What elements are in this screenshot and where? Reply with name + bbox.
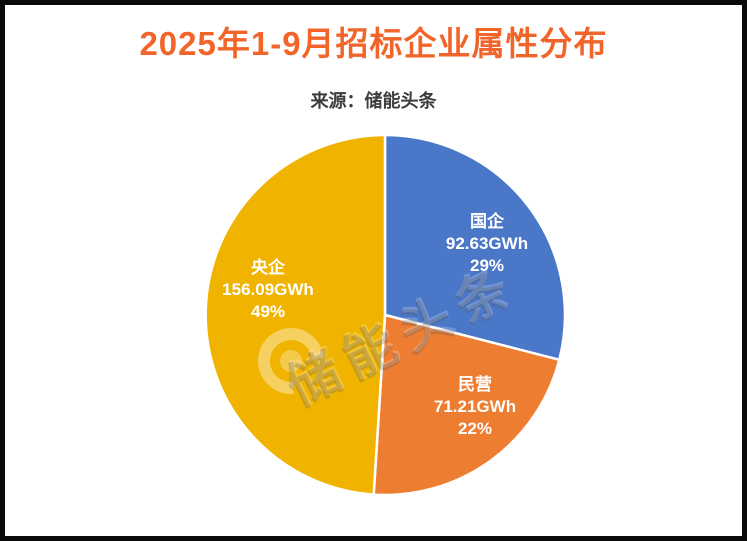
pie-chart: 国企 92.63GWh 29% 民营 71.21GWh 22% 央企 156.09GWh 49% — [204, 133, 567, 497]
chart-source-label: 来源：储能头条 — [310, 91, 437, 111]
pie-slice-国企 — [383, 133, 567, 362]
slice-label-民营: 民营 71.21GWh 22% — [434, 374, 516, 438]
pie-slice-民营 — [372, 313, 561, 497]
chart-title: 2025年1-9月招标企业属性分布 — [139, 25, 608, 62]
pie-slice-央企 — [204, 133, 387, 496]
slice-label-央企: 央企 156.09GWh 49% — [222, 257, 314, 321]
slice-label-国企: 国企 92.63GWh 29% — [446, 211, 528, 275]
